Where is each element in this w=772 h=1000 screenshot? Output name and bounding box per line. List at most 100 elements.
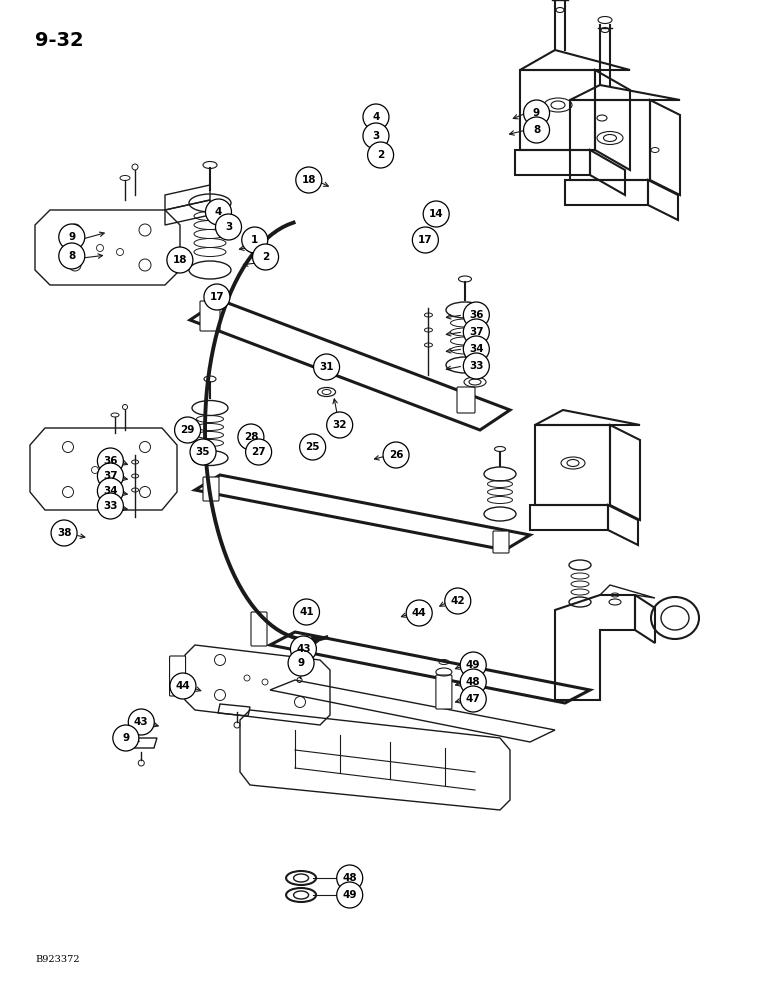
Text: 9: 9 [297,658,305,668]
Text: 28: 28 [244,432,258,442]
Text: 44: 44 [411,608,427,618]
Text: 17: 17 [210,292,224,302]
Circle shape [406,600,432,626]
Text: 49: 49 [343,890,357,900]
Circle shape [97,478,124,504]
Circle shape [174,417,201,443]
Circle shape [463,319,489,345]
Circle shape [367,142,394,168]
Text: 26: 26 [389,450,403,460]
Text: 41: 41 [300,607,313,617]
Circle shape [167,247,193,273]
FancyBboxPatch shape [203,477,219,501]
Circle shape [383,442,409,468]
FancyBboxPatch shape [493,531,509,553]
Circle shape [445,588,471,614]
Circle shape [128,709,154,735]
Circle shape [97,493,124,519]
Text: 1: 1 [251,235,259,245]
Text: 4: 4 [215,207,222,217]
Text: 44: 44 [175,681,191,691]
Circle shape [238,424,264,450]
Circle shape [463,302,489,328]
Text: 18: 18 [302,175,316,185]
Circle shape [59,224,85,250]
Circle shape [423,201,449,227]
Circle shape [204,284,230,310]
Circle shape [245,439,272,465]
Text: B923372: B923372 [35,956,80,964]
Circle shape [252,244,279,270]
Circle shape [170,673,196,699]
Circle shape [300,434,326,460]
Text: 17: 17 [418,235,432,245]
Text: 2: 2 [262,252,269,262]
Circle shape [337,882,363,908]
Text: 48: 48 [466,677,480,687]
FancyBboxPatch shape [170,656,185,696]
Circle shape [523,100,550,126]
Text: 49: 49 [466,660,480,670]
FancyBboxPatch shape [251,612,267,646]
Text: 32: 32 [333,420,347,430]
Text: 9: 9 [122,733,130,743]
Circle shape [460,669,486,695]
Circle shape [460,686,486,712]
Text: 42: 42 [451,596,465,606]
Text: 29: 29 [181,425,195,435]
Circle shape [97,448,124,474]
Circle shape [296,167,322,193]
FancyBboxPatch shape [457,387,475,413]
Text: 31: 31 [320,362,334,372]
Circle shape [463,336,489,362]
Circle shape [460,652,486,678]
Text: 33: 33 [103,501,117,511]
Text: 37: 37 [469,327,483,337]
Text: 2: 2 [377,150,384,160]
Text: 47: 47 [466,694,481,704]
Text: 27: 27 [252,447,266,457]
Circle shape [242,227,268,253]
Circle shape [215,214,242,240]
Circle shape [205,199,232,225]
Text: 36: 36 [469,310,483,320]
Circle shape [327,412,353,438]
Circle shape [293,599,320,625]
Circle shape [190,439,216,465]
Circle shape [523,117,550,143]
Text: 34: 34 [469,344,483,354]
Circle shape [412,227,438,253]
Circle shape [463,353,489,379]
Text: 43: 43 [134,717,148,727]
Text: 36: 36 [103,456,117,466]
Text: 14: 14 [429,209,443,219]
Circle shape [313,354,340,380]
Circle shape [59,243,85,269]
Text: 48: 48 [343,873,357,883]
Text: 25: 25 [306,442,320,452]
Text: 3: 3 [372,131,380,141]
Text: 3: 3 [225,222,232,232]
Text: 33: 33 [469,361,483,371]
Circle shape [363,104,389,130]
Text: 8: 8 [68,251,76,261]
Text: 35: 35 [196,447,210,457]
Text: 9-32: 9-32 [35,30,83,49]
FancyBboxPatch shape [436,675,452,709]
Text: 18: 18 [173,255,187,265]
Circle shape [51,520,77,546]
Text: 37: 37 [103,471,117,481]
Text: 9: 9 [533,108,540,118]
Text: 8: 8 [533,125,540,135]
Circle shape [97,463,124,489]
Circle shape [288,650,314,676]
FancyBboxPatch shape [200,301,220,331]
Text: 9: 9 [68,232,76,242]
Circle shape [363,123,389,149]
Circle shape [337,865,363,891]
Circle shape [290,636,317,662]
Text: 4: 4 [372,112,380,122]
Text: 43: 43 [296,644,310,654]
Text: 34: 34 [103,486,117,496]
Text: 38: 38 [57,528,71,538]
